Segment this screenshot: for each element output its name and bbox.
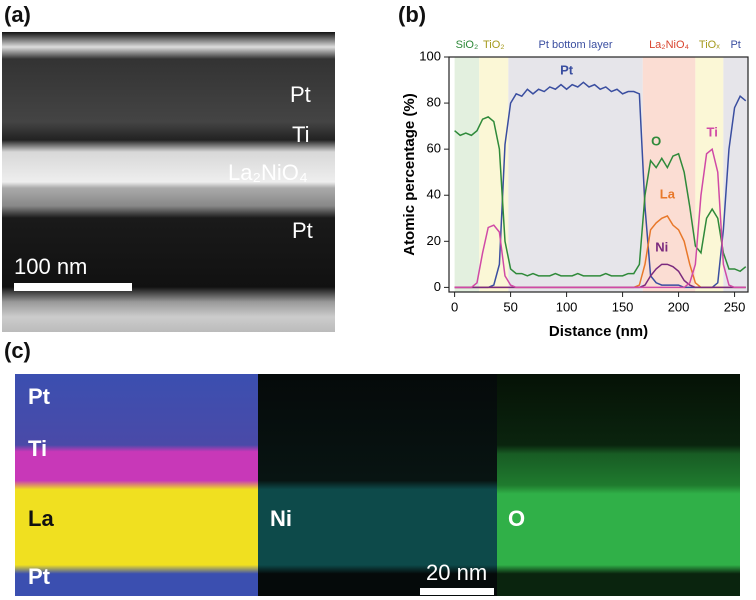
x-axis-label: Distance (nm) bbox=[549, 323, 648, 340]
y-tick-label: 100 bbox=[419, 48, 441, 63]
region-label: SiO₂ bbox=[456, 39, 479, 51]
tem-image bbox=[2, 32, 335, 332]
region-label: La₂NiO₄ bbox=[649, 39, 689, 51]
map-label: Ni bbox=[270, 506, 292, 531]
x-tick-label: 50 bbox=[503, 299, 517, 314]
layer-label: Pt bbox=[28, 564, 51, 589]
ni-map bbox=[258, 374, 497, 596]
x-tick-label: 0 bbox=[451, 299, 458, 314]
series-label: Ti bbox=[707, 124, 718, 139]
series-label: Ni bbox=[655, 240, 668, 255]
series-label: O bbox=[651, 134, 661, 149]
panel-label: (a) bbox=[4, 2, 31, 27]
series-label: La bbox=[660, 187, 676, 202]
x-tick-label: 200 bbox=[668, 299, 690, 314]
y-tick-label: 80 bbox=[427, 95, 441, 110]
scale-bar-label: 100 nm bbox=[14, 254, 87, 279]
region-band bbox=[454, 57, 480, 292]
y-tick-label: 0 bbox=[434, 279, 441, 294]
layer-label: Pt bbox=[290, 82, 311, 107]
line-chart: SiO₂ TiO₂ Pt bottom layer La₂NiO₄ TiOₓ Pt 0 50 1… bbox=[401, 39, 749, 340]
y-tick-label: 40 bbox=[427, 187, 441, 202]
y-tick-label: 60 bbox=[427, 141, 441, 156]
layer-label: Pt bbox=[28, 384, 51, 409]
plot-frame bbox=[448, 56, 749, 293]
panel-label: (b) bbox=[398, 2, 426, 27]
panel-label: (c) bbox=[4, 338, 31, 363]
region-label: TiOₓ bbox=[699, 39, 720, 51]
scale-bar bbox=[14, 283, 132, 291]
x-tick-label: 100 bbox=[556, 299, 578, 314]
series-line bbox=[454, 147, 746, 289]
o-map bbox=[497, 374, 740, 596]
scale-bar bbox=[420, 588, 494, 595]
scale-bar-label: 20 nm bbox=[426, 560, 487, 585]
region-label: Pt bottom layer bbox=[539, 39, 613, 51]
map-label: O bbox=[508, 506, 525, 531]
layer-label: Ti bbox=[28, 436, 47, 461]
x-tick-label: 250 bbox=[724, 299, 746, 314]
layer-label: La bbox=[28, 506, 54, 531]
region-band bbox=[695, 57, 724, 292]
x-tick-label: 150 bbox=[612, 299, 634, 314]
region-label: TiO₂ bbox=[483, 39, 505, 51]
region-label: Pt bbox=[730, 39, 740, 51]
region-band bbox=[508, 57, 643, 292]
layer-label: Pt bbox=[292, 218, 313, 243]
y-axis-label: Atomic percentage (%) bbox=[401, 93, 418, 256]
layer-label: La₂NiO₄ bbox=[228, 160, 308, 185]
eds-overlay-map bbox=[15, 374, 258, 596]
layer-label: Ti bbox=[292, 122, 310, 147]
y-tick-label: 20 bbox=[427, 233, 441, 248]
series-label: Pt bbox=[560, 62, 574, 77]
